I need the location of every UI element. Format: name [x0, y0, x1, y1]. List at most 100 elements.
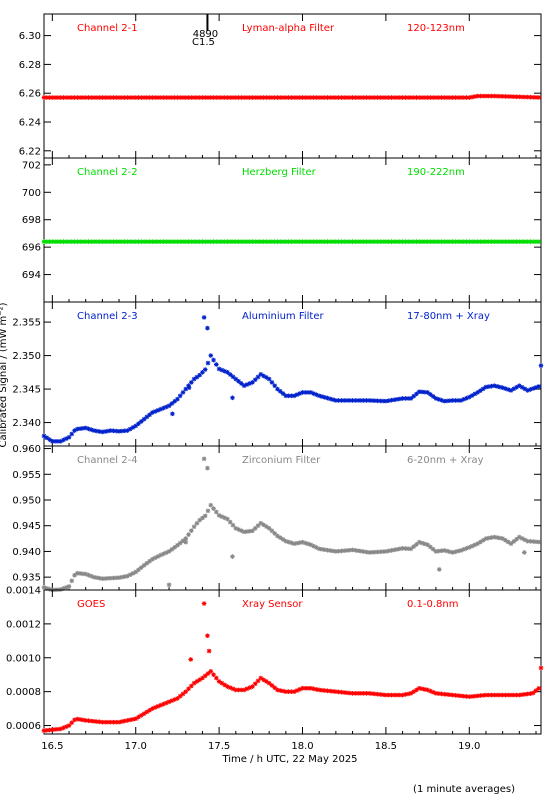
data-point: [422, 541, 428, 547]
data-point: [191, 524, 197, 530]
data-point: [492, 692, 497, 698]
data-point: [214, 675, 219, 681]
data-point: [341, 95, 347, 100]
data-point: [416, 685, 422, 691]
data-point: [519, 94, 525, 100]
data-point: [311, 95, 316, 100]
data-point: [61, 239, 66, 244]
data-point: [130, 425, 136, 430]
data-point: [497, 384, 503, 390]
data-point: [439, 397, 444, 403]
data-point: [308, 95, 314, 100]
data-point: [164, 700, 169, 706]
data-point: [472, 693, 478, 699]
data-point: [450, 692, 455, 698]
data-point: [219, 367, 225, 373]
data-point: [508, 541, 514, 547]
data-point: [113, 719, 119, 725]
data-point: [86, 426, 91, 432]
data-point: [283, 95, 289, 100]
data-point: [102, 429, 108, 434]
data-point: [266, 95, 272, 100]
data-point: [458, 398, 464, 403]
data-point: [111, 95, 116, 100]
data-point: [225, 95, 230, 100]
data-point: [372, 549, 378, 555]
channel-name: Channel 2-4: [77, 455, 138, 466]
data-point: [144, 95, 150, 100]
data-point: [358, 691, 364, 696]
data-point: [269, 95, 275, 100]
data-point: [461, 397, 467, 402]
data-point: [97, 429, 102, 434]
data-point: [500, 94, 505, 99]
data-point: [511, 386, 517, 392]
data-point: [325, 547, 330, 553]
data-point: [127, 95, 133, 100]
data-point: [116, 95, 122, 100]
data-point: [455, 398, 461, 403]
data-point: [444, 398, 450, 404]
data-point: [330, 397, 336, 402]
data-point: [453, 549, 458, 555]
data-point: [47, 727, 52, 733]
data-point: [525, 239, 530, 244]
data-point: [183, 536, 189, 541]
data-point: [450, 239, 455, 244]
data-point: [447, 398, 453, 403]
data-point: [125, 428, 130, 433]
data-point: [350, 547, 355, 553]
data-point: [430, 95, 436, 100]
data-point: [100, 95, 105, 100]
data-point: [241, 95, 247, 100]
data-point: [336, 95, 341, 100]
data-point-outlier: [205, 465, 210, 471]
data-point: [230, 239, 236, 244]
data-point: [241, 687, 247, 693]
data-point: [408, 546, 414, 552]
data-point: [116, 428, 122, 434]
data-point: [325, 395, 330, 401]
data-point: [364, 239, 369, 244]
data-point: [66, 95, 72, 100]
data-point: [530, 386, 536, 391]
y-tick-label: 2.345: [12, 385, 41, 396]
data-point: [272, 685, 278, 690]
data-point-outlier: [538, 363, 544, 368]
data-point: [191, 680, 197, 686]
data-point: [125, 573, 130, 579]
data-point: [305, 239, 311, 244]
data-point: [152, 239, 158, 244]
data-point: [186, 383, 191, 389]
data-point: [458, 693, 464, 699]
data-point: [47, 239, 52, 244]
data-point: [428, 688, 433, 694]
data-point: [55, 239, 61, 244]
flare-marker-number: 4890: [193, 29, 218, 40]
data-point: [353, 691, 358, 696]
data-point: [466, 239, 472, 244]
data-point: [225, 370, 230, 375]
data-point: [353, 95, 358, 100]
y-tick-label: 0.935: [12, 573, 41, 584]
data-point: [480, 93, 486, 99]
data-point: [408, 691, 414, 696]
data-point: [475, 693, 480, 699]
data-point: [486, 692, 492, 698]
data-point: [383, 239, 389, 244]
data-point: [328, 95, 333, 100]
data-point: [428, 392, 433, 397]
data-point: [236, 527, 241, 532]
data-point: [517, 534, 522, 540]
data-point: [111, 428, 116, 434]
data-point: [200, 675, 205, 681]
data-point: [416, 539, 422, 545]
data-point: [108, 239, 114, 244]
data-point: [366, 398, 372, 403]
data-point: [50, 239, 55, 244]
data-point: [355, 95, 361, 100]
data-point: [63, 95, 69, 100]
data-point: [75, 239, 80, 244]
data-point: [272, 95, 278, 100]
data-point: [339, 239, 344, 244]
